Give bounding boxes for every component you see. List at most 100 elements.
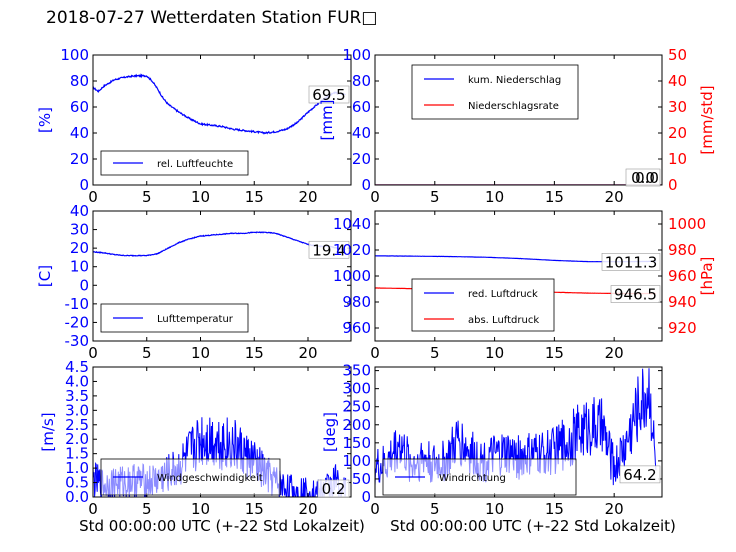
- x-tick-label: 5: [142, 188, 152, 206]
- x-tick-label: 10: [191, 500, 210, 518]
- legend-label: kum. Niederschlag: [468, 75, 561, 86]
- last-value-label: 69.5: [312, 86, 345, 104]
- x-axis-label-right: Std 00:00:00 UTC (+-22 Std Lokalzeit): [390, 517, 676, 535]
- x-tick-label: 20: [605, 344, 624, 362]
- x-tick-label: 0: [370, 188, 380, 206]
- y-tick-label: 300: [342, 380, 371, 398]
- y-axis-label: [deg]: [321, 412, 339, 452]
- legend-box: [411, 64, 579, 120]
- last-value-label: 1011.3: [605, 253, 658, 271]
- last-value-box: [601, 253, 661, 271]
- y-tick-label: 20: [352, 150, 371, 168]
- last-value-box: [308, 85, 350, 104]
- y-tick-label: 40: [70, 202, 89, 220]
- plot-frame: [92, 210, 352, 342]
- x-tick-label: 0: [88, 188, 98, 206]
- x-tick-label: 15: [545, 500, 564, 518]
- y-tick-label-right: 960: [668, 267, 697, 285]
- x-tick-label: 10: [485, 500, 504, 518]
- x-tick-label: 15: [245, 500, 264, 518]
- x-tick-label: 10: [485, 344, 504, 362]
- x-tick-label: 20: [298, 344, 317, 362]
- x-tick-label: 5: [142, 500, 152, 518]
- x-axis-label-left: Std 00:00:00 UTC (+-22 Std Lokalzeit): [79, 517, 365, 535]
- y-tick-label: 150: [342, 434, 371, 452]
- panel-pressure: 0 5 10 15 20 960 980 1000 1020 1040 920 940 960 980 10…: [333, 210, 716, 362]
- x-tick-label: 0: [370, 500, 380, 518]
- y-tick-label-right: 920: [668, 319, 697, 337]
- y-tick-label: 40: [352, 124, 371, 142]
- x-tick-label: 5: [430, 344, 440, 362]
- y-axis-label: [%]: [36, 107, 54, 133]
- x-tick-label: 0: [370, 344, 380, 362]
- x-tick-label: 10: [485, 188, 504, 206]
- legend-box: [411, 278, 555, 332]
- x-tick-label: 20: [298, 188, 317, 206]
- last-value-label-right: 0.0: [635, 169, 659, 187]
- x-tick-label: 5: [430, 500, 440, 518]
- series-line-lufttemperatur: [93, 231, 346, 257]
- y-tick-label-right: 0: [668, 176, 678, 194]
- y-tick-label: 100: [342, 452, 371, 470]
- panel-temperature: 0 5 10 15 20-30-20-10010203040[C]Lufttempera…: [36, 202, 352, 362]
- legend: Lufttemperatur: [100, 303, 249, 333]
- y-tick-label: 0.5: [65, 474, 89, 492]
- last-value-label: 19.4: [312, 241, 345, 259]
- y-tick-label: 1.0: [65, 459, 89, 477]
- plot-frame: [92, 54, 352, 186]
- last-value-label: 946.5: [614, 286, 657, 304]
- y-tick-label-right: 940: [668, 293, 697, 311]
- y-tick-label: -20: [65, 313, 90, 331]
- y-tick-label: 100: [342, 46, 371, 64]
- y-tick-label: 250: [342, 398, 371, 416]
- y-tick-label: 1.5: [65, 445, 89, 463]
- x-tick-label: 10: [191, 344, 210, 362]
- y-tick-label-right: 10: [668, 150, 687, 168]
- y-tick-label: 2.5: [65, 416, 89, 434]
- y-axis-label: [mm]: [318, 100, 336, 141]
- y-tick-label: 0.0: [65, 488, 89, 506]
- y-tick-label: 3.0: [65, 401, 89, 419]
- panel-humidity: 0 5 10 15 20 0 20 40 60 80 100 [%] rel. Luftfeuchte 6…: [36, 46, 352, 206]
- last-value-label: 0.0: [631, 169, 655, 187]
- y-tick-label: 980: [342, 293, 371, 311]
- panel-wind-speed: 0 5 10 15 20 0.00.51.01.52.02.53.03.54.04.5 [m…: [39, 358, 352, 518]
- y-tick-label: 0: [79, 176, 89, 194]
- y-tick-label: 50: [352, 470, 371, 488]
- plot-frame: [374, 366, 663, 498]
- legend: red. Luftdruck abs. Luftdruck: [411, 278, 555, 332]
- last-value-box: [619, 465, 661, 484]
- x-tick-label: 15: [545, 344, 564, 362]
- y-tick-label: -10: [65, 295, 90, 313]
- y-axis-label: [C]: [36, 265, 54, 287]
- y-axis-label-right: [hPa]: [698, 257, 716, 296]
- y-tick-label-right: 40: [668, 72, 687, 90]
- legend: kum. Niederschlag Niederschlagsrate: [411, 64, 579, 120]
- series-line-rel-luftfeuchte: [93, 73, 346, 135]
- last-value-box: [610, 285, 661, 303]
- legend: rel. Luftfeuchte: [100, 150, 249, 176]
- y-tick-label: 80: [352, 72, 371, 90]
- y-tick-label-right: 20: [668, 124, 687, 142]
- y-tick-label: 30: [70, 221, 89, 239]
- y-tick-label: 20: [70, 239, 89, 257]
- legend: Windrichtung: [382, 458, 577, 496]
- plot-frame: [374, 54, 663, 186]
- y-tick-label-right: 1000: [668, 215, 706, 233]
- x-tick-label: 15: [245, 344, 264, 362]
- x-tick-label: 5: [430, 188, 440, 206]
- legend-label: Windgeschwindigkeit: [157, 473, 263, 484]
- y-tick-label: 80: [70, 72, 89, 90]
- y-tick-label: 350: [342, 362, 371, 380]
- x-tick-label: 0: [88, 500, 98, 518]
- y-tick-label: 4.0: [65, 372, 89, 390]
- x-tick-label: 5: [142, 344, 152, 362]
- y-tick-label: 0: [79, 276, 89, 294]
- last-value-box: [317, 479, 350, 498]
- y-tick-label: 60: [70, 98, 89, 116]
- x-tick-label: 20: [605, 188, 624, 206]
- y-tick-label: 200: [342, 416, 371, 434]
- y-tick-label: 0: [361, 176, 371, 194]
- legend: Windgeschwindigkeit: [100, 458, 281, 496]
